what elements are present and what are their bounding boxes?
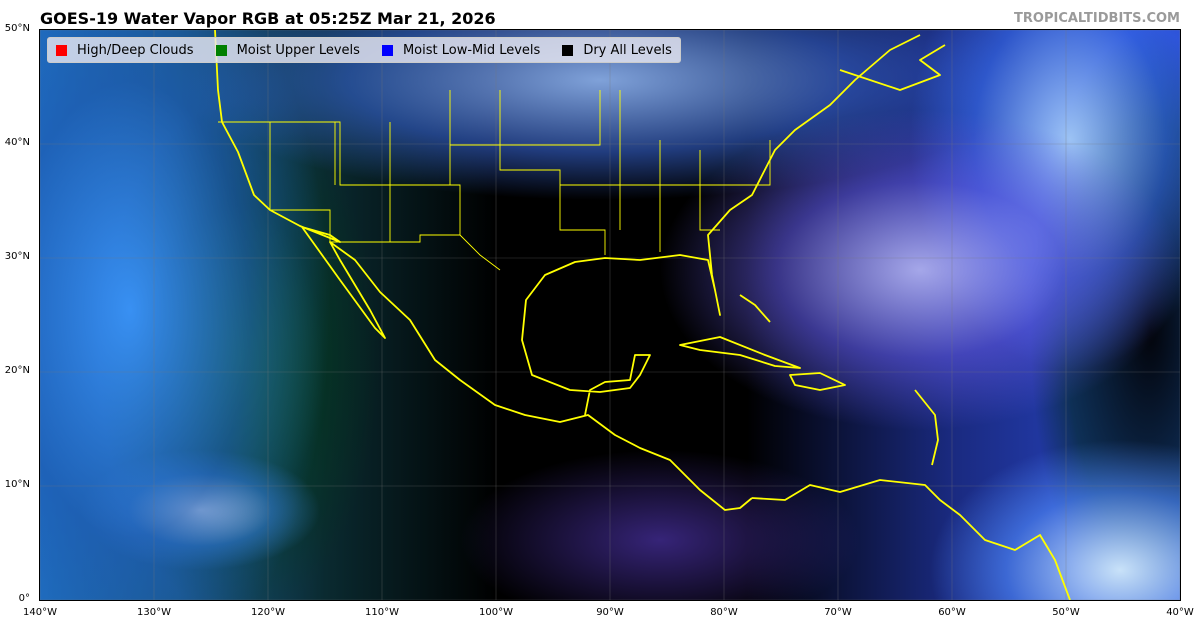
legend-swatch-red: [56, 44, 67, 56]
x-tick-label: 120°W: [251, 607, 285, 618]
legend-item-moist-low-mid: Moist Low-Mid Levels: [381, 42, 541, 58]
legend-label: Dry All Levels: [583, 42, 672, 58]
island-florida-bahamas: [739, 294, 771, 323]
y-tick-label: 10°N: [4, 479, 30, 490]
credit-watermark: TROPICALTIDBITS.COM: [1014, 11, 1180, 26]
legend-label: Moist Upper Levels: [236, 42, 360, 58]
lesser-antilles: [914, 389, 939, 466]
x-tick-label: 140°W: [23, 607, 57, 618]
satellite-map: [39, 29, 1181, 601]
map-overlay: [40, 30, 1180, 600]
legend-item-dry: Dry All Levels: [562, 43, 672, 58]
x-tick-label: 40°W: [1166, 607, 1194, 618]
coast-gulf-of-mexico: [521, 34, 921, 416]
x-tick-label: 80°W: [710, 607, 738, 618]
legend-label: Moist Low-Mid Levels: [402, 42, 541, 58]
x-tick-label: 50°W: [1052, 607, 1080, 618]
y-tick-label: 40°N: [4, 137, 30, 148]
x-tick-label: 100°W: [479, 607, 513, 618]
island-hispaniola: [789, 372, 846, 391]
legend: High/Deep Clouds Moist Upper Levels Mois…: [47, 37, 681, 63]
state-borders: [218, 90, 771, 271]
x-tick-label: 60°W: [938, 607, 966, 618]
legend-swatch-blue: [381, 44, 393, 56]
x-tick-label: 110°W: [365, 607, 399, 618]
legend-label: High/Deep Clouds: [77, 42, 194, 58]
map-title: GOES-19 Water Vapor RGB at 05:25Z Mar 21…: [40, 9, 496, 28]
coastlines: [214, 30, 1071, 600]
legend-item-high-deep-clouds: High/Deep Clouds: [56, 43, 194, 58]
y-tick-label: 30°N: [4, 251, 30, 262]
coast-south-america: [751, 479, 1071, 600]
legend-item-moist-upper: Moist Upper Levels: [215, 42, 360, 58]
graticule: [40, 30, 1180, 600]
x-tick-label: 130°W: [137, 607, 171, 618]
y-tick-label: 50°N: [4, 23, 30, 34]
coast-north-america-west: [214, 30, 753, 511]
island-cuba: [679, 336, 801, 369]
y-tick-label: 0°: [18, 593, 30, 604]
legend-swatch-black: [562, 44, 574, 56]
legend-swatch-green: [215, 44, 227, 56]
x-tick-label: 70°W: [824, 607, 852, 618]
y-tick-label: 20°N: [4, 365, 30, 376]
x-tick-label: 90°W: [596, 607, 624, 618]
coast-northeast: [839, 44, 946, 91]
